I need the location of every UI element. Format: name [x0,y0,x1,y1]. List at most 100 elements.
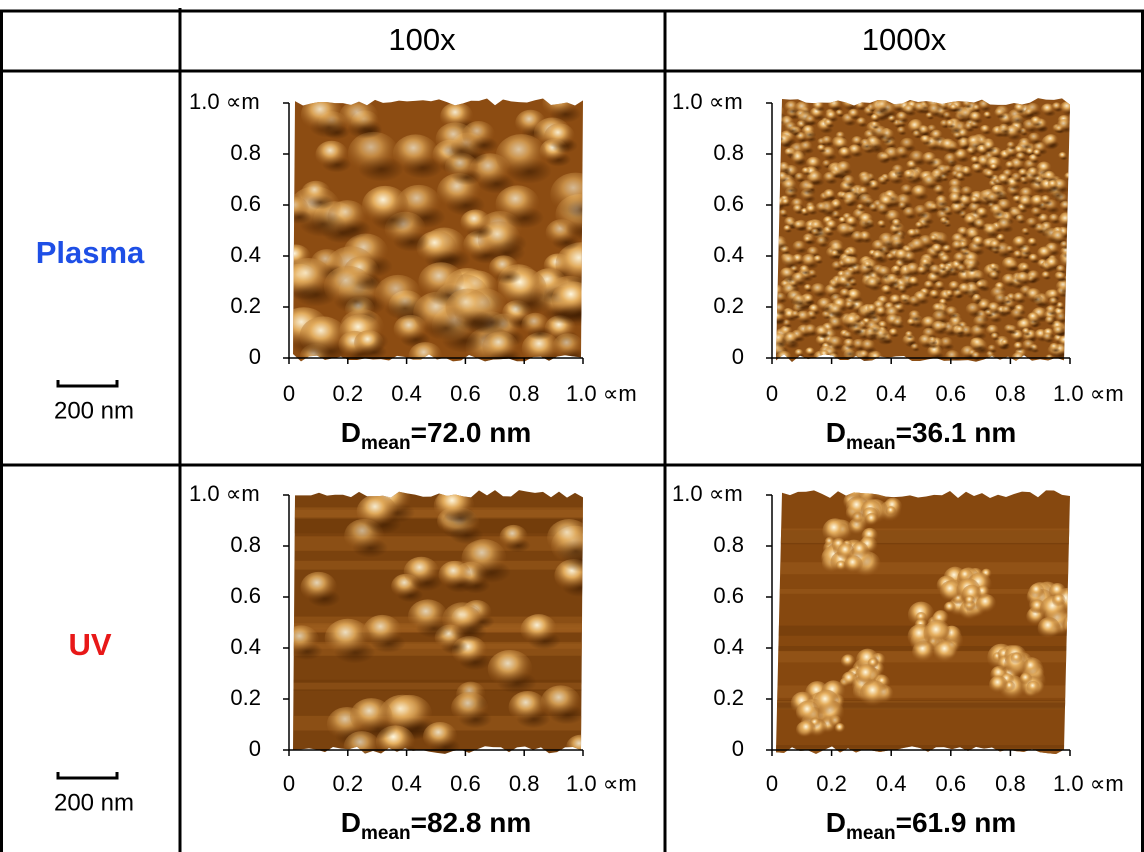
scale-bar [56,380,119,388]
afm-cluster [844,490,866,502]
afm-grain [989,263,998,271]
afm-grain [776,333,787,346]
afm-grain [1001,256,1018,271]
afm-grain [810,283,826,296]
afm-grain [801,253,818,268]
afm-streak [776,528,1070,543]
afm-grain [968,111,982,123]
afm-grain [299,316,347,357]
afm-grain [988,270,1000,280]
afm-grain [790,152,806,165]
afm-grain [1059,200,1070,211]
afm-grain [929,129,943,141]
afm-grain [970,156,980,164]
afm-grain [1049,342,1060,352]
afm-grain [1051,102,1062,111]
afm-grain [838,216,847,224]
afm-streak [776,562,1070,575]
afm-grain [827,336,843,349]
afm-cluster [847,472,864,489]
caption-subscript: mean [361,433,411,454]
afm-grain [1013,103,1025,113]
afm-grain [855,101,866,110]
y-tick-label: 0.2 [713,293,744,318]
afm-grain [828,316,843,330]
afm-cluster [964,595,976,607]
afm-grain [970,196,979,204]
afm-cluster [855,664,879,688]
afm-grain [815,236,828,247]
afm-grain [909,150,925,164]
afm-grain [1044,315,1055,325]
afm-grain [552,333,583,360]
x-tick-label: 1.0 ∝m [566,771,637,796]
afm-grain [819,350,830,359]
afm-grain [540,685,581,720]
afm-grain [850,231,864,242]
afm-grain [931,320,946,334]
afm-grain [996,218,1013,231]
caption-subscript: mean [846,823,896,844]
afm-grain [920,258,930,267]
afm-grain [784,148,794,156]
afm-cluster [1029,583,1045,599]
afm-image [776,98,1070,362]
afm-cluster [835,560,847,572]
afm-grain [777,134,792,146]
afm-grain [892,318,904,328]
afm-grain [903,104,916,115]
afm-grain [301,180,331,206]
afm-grain [551,281,583,318]
afm-grain [1045,305,1057,315]
afm-streak [776,700,1070,710]
afm-grain [929,289,940,299]
afm-grain [776,303,786,315]
afm-grain [1055,265,1066,274]
afm-grain [906,228,918,238]
afm-grain [835,109,844,117]
afm-grain [1003,324,1014,333]
x-tick-label: 0.4 [876,771,907,796]
afm-grain [375,274,422,315]
afm-grain [906,318,916,326]
afm-grain [929,234,938,242]
afm-grain [444,152,479,182]
afm-grain [803,283,813,292]
afm-grain [954,172,965,181]
afm-grain [912,130,921,138]
afm-pit [821,354,831,360]
afm-grain [836,161,852,174]
afm-grain [803,235,812,243]
afm-grain [499,524,528,549]
afm-grain [806,156,822,170]
afm-grain [1064,172,1070,181]
afm-grain [1059,240,1069,249]
afm-streak [293,536,583,551]
afm-grain [1040,103,1055,115]
afm-grain [776,292,787,303]
afm-cluster [865,512,879,527]
afm-grain [828,239,845,253]
afm-pit [1064,292,1070,299]
afm-cluster [1066,611,1070,623]
afm-grain [779,209,788,217]
afm-grain [858,350,869,359]
afm-grain [1037,246,1053,260]
afm-cluster [840,654,856,669]
y-tick-label: 0 [249,344,261,369]
afm-grain [948,280,960,291]
afm-grain [794,172,805,182]
afm-grain [792,204,803,214]
afm-cluster [1010,652,1023,665]
afm-grain [338,100,379,134]
afm-grain [783,224,792,232]
afm-grain [979,124,991,134]
afm-grain [987,302,1001,314]
afm-grain [1016,318,1033,332]
afm-grain [1025,147,1035,156]
afm-grain [440,102,474,131]
afm-grain [891,218,902,228]
afm-grain [836,222,853,237]
afm-grain [356,494,398,530]
afm-grain [1022,339,1036,351]
